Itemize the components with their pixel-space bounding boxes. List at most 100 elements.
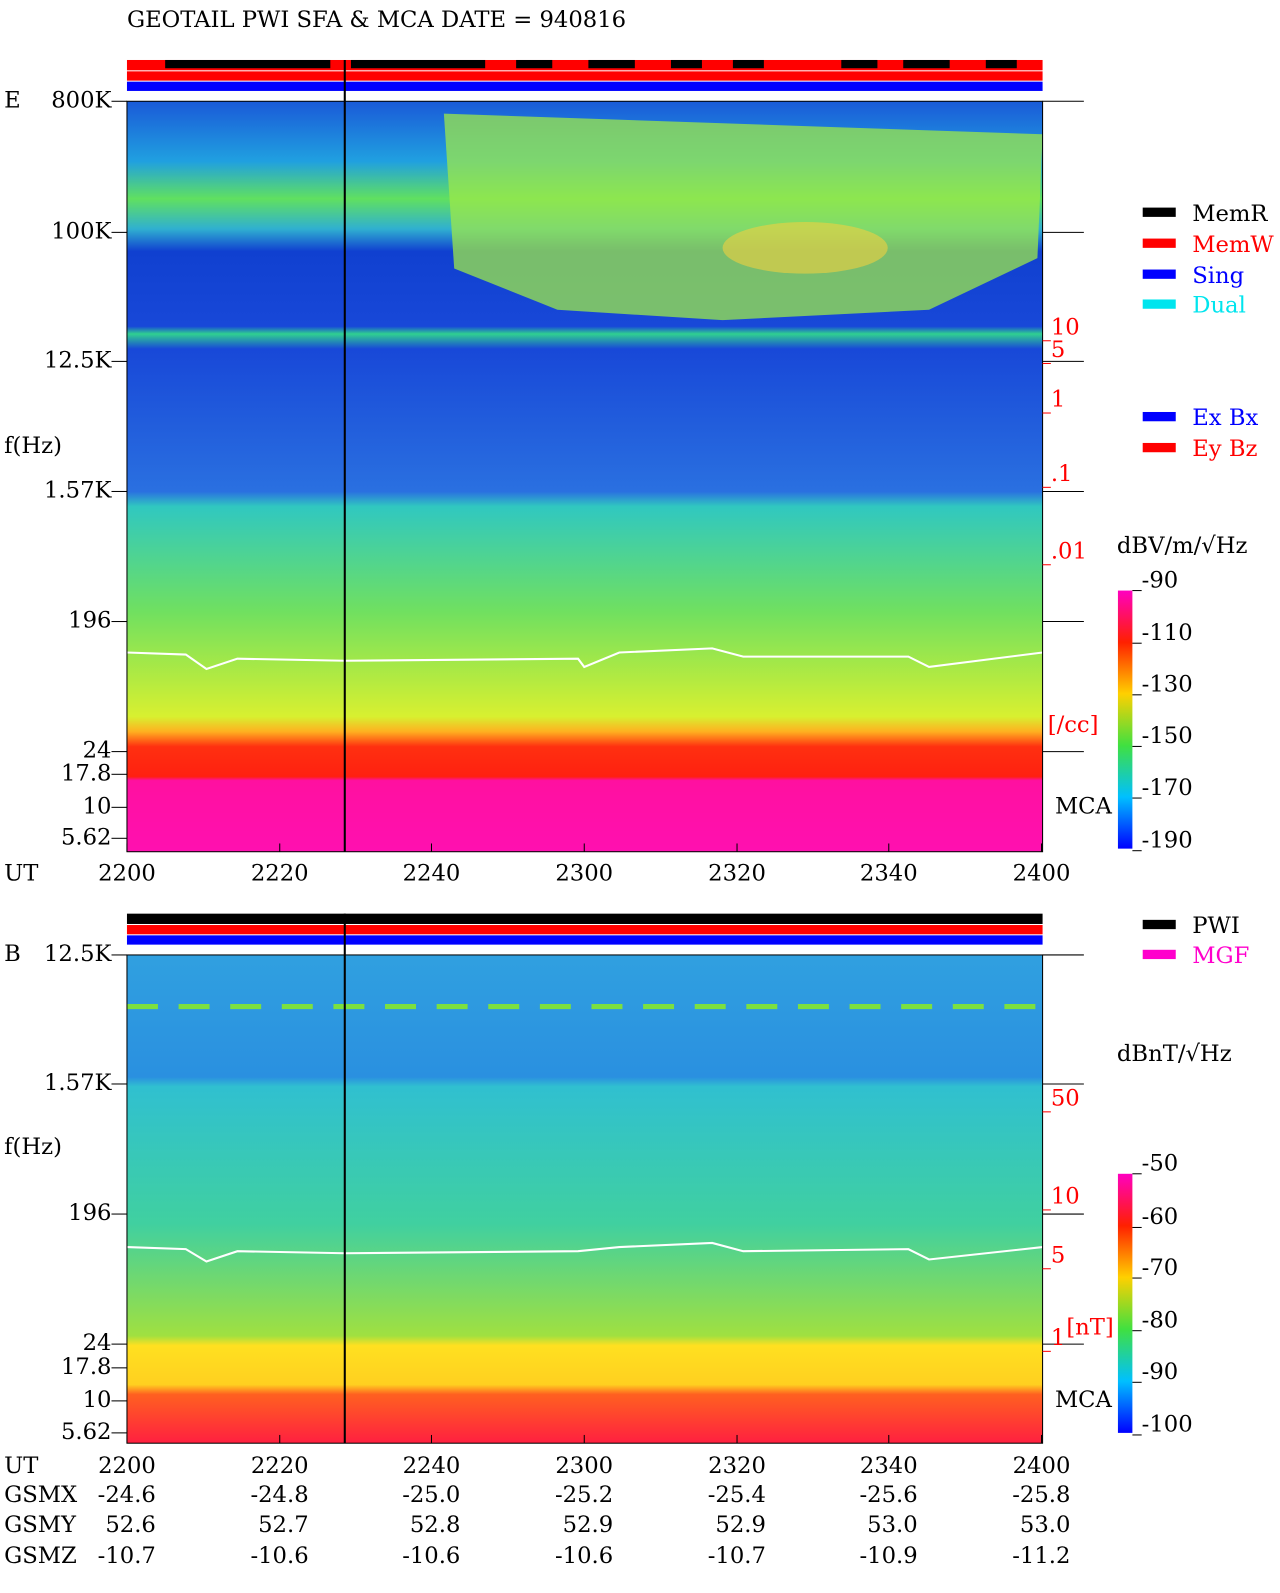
- y-tick-label: 17.8: [61, 760, 112, 786]
- legend-label: MemW: [1192, 232, 1274, 258]
- colorbar-tick-label: -130: [1142, 672, 1193, 698]
- y-tick-label: 196: [68, 608, 111, 634]
- legend-swatch: [1142, 207, 1176, 217]
- y-tick-label: 17.8: [61, 1354, 112, 1380]
- legend-swatch: [1142, 919, 1176, 930]
- density-tick-label: 10: [1051, 1184, 1080, 1210]
- colorbar: [1117, 1173, 1133, 1433]
- colorbar-tick-label: -50: [1142, 1151, 1179, 1177]
- density-tick-label: .1: [1051, 461, 1073, 487]
- orbit-value: 52.7: [258, 1512, 309, 1538]
- x-tick-label: 2400: [1013, 860, 1071, 886]
- orbit-value: -10.7: [708, 1543, 766, 1569]
- x-tick-label: 2240: [403, 860, 461, 886]
- orbit-value: -25.6: [859, 1482, 917, 1508]
- y-tick-label: 24: [83, 738, 112, 764]
- spectrogram: [126, 954, 1043, 1444]
- x-tick-label: 2400: [1013, 1453, 1071, 1479]
- y-tick-label: 1.57K: [44, 477, 113, 503]
- density-tick-label: 1: [1051, 1325, 1065, 1351]
- colorbar-tick-label: -150: [1142, 723, 1193, 749]
- x-tick-label: 2240: [403, 1453, 461, 1479]
- x-tick-label: 2340: [860, 860, 918, 886]
- mca-label: MCA: [1055, 793, 1113, 819]
- legend-swatch: [1142, 442, 1176, 453]
- density-tick-label: 5: [1051, 337, 1065, 363]
- colorbar-tick-label: -60: [1142, 1204, 1179, 1230]
- legend-label: Ey Bz: [1192, 436, 1257, 462]
- legend-swatch: [1142, 411, 1176, 422]
- orbit-value: -25.4: [708, 1482, 766, 1508]
- orbit-value: 52.9: [563, 1512, 614, 1538]
- orbit-value: -25.0: [402, 1482, 460, 1508]
- orbit-value: 52.8: [410, 1512, 461, 1538]
- colorbar-tick-label: -190: [1142, 827, 1193, 853]
- orbit-value: 53.0: [867, 1512, 918, 1538]
- orbit-label: GSMX: [4, 1482, 78, 1508]
- legend-swatch: [1142, 238, 1176, 248]
- panel-label: E: [4, 87, 21, 113]
- colorbar-tick-label: -90: [1142, 567, 1179, 593]
- orbit-value: -24.8: [250, 1482, 308, 1508]
- y-tick-label: 12.5K: [44, 347, 113, 373]
- y-axis-label: f(Hz): [4, 433, 62, 459]
- density-tick-label: .01: [1051, 538, 1087, 564]
- y-tick-label: 800K: [51, 87, 112, 113]
- colorbar-tick-label: -70: [1142, 1255, 1179, 1281]
- orbit-label: GSMZ: [4, 1543, 77, 1569]
- x-tick-label: 2300: [555, 1453, 613, 1479]
- y-tick-label: 5.62: [61, 824, 112, 850]
- legend-label: Sing: [1192, 263, 1244, 289]
- x-tick-label: 2320: [708, 1453, 766, 1479]
- status-bar: [126, 935, 1043, 945]
- y-tick-label: 100K: [51, 218, 112, 244]
- panel-label: B: [4, 941, 21, 967]
- x-tick-label: 2220: [251, 1453, 309, 1479]
- legend-swatch: [1142, 269, 1176, 279]
- density-tick-label: 1: [1051, 387, 1065, 413]
- status-bar: [126, 925, 1043, 935]
- status-bar: [126, 81, 1043, 91]
- x-tick-label: 2220: [251, 860, 309, 886]
- emission: [443, 113, 1043, 321]
- density-tick-label: 50: [1051, 1085, 1080, 1111]
- density-unit: [nT]: [1066, 1315, 1113, 1341]
- orbit-value: -10.9: [859, 1543, 917, 1569]
- y-tick-label: 10: [83, 793, 112, 819]
- status-bar: [126, 71, 1043, 81]
- legend-label: PWI: [1192, 913, 1240, 939]
- density-tick-label: 10: [1051, 314, 1080, 340]
- y-axis-label: f(Hz): [4, 1134, 62, 1160]
- orbit-value: -24.6: [98, 1482, 156, 1508]
- colorbar: [1117, 590, 1133, 849]
- x-tick-label: 2200: [98, 860, 156, 886]
- colorbar-tick-label: -90: [1142, 1359, 1179, 1385]
- time-axis-label: UT: [4, 1453, 38, 1479]
- orbit-value: -25.2: [555, 1482, 613, 1508]
- orbit-value: -10.6: [555, 1543, 613, 1569]
- mca-label: MCA: [1055, 1387, 1113, 1413]
- status-segments: [165, 59, 1017, 69]
- x-tick-label: 2200: [98, 1453, 156, 1479]
- legend-swatch: [1142, 299, 1176, 309]
- legend-swatch: [1142, 949, 1176, 960]
- colorbar-tick-label: -80: [1142, 1307, 1179, 1333]
- orbit-label: GSMY: [4, 1512, 77, 1538]
- y-tick-label: 12.5K: [44, 941, 113, 967]
- orbit-value: -11.2: [1012, 1543, 1070, 1569]
- time-axis-label: UT: [4, 860, 38, 886]
- legend-label: Dual: [1192, 293, 1246, 319]
- orbit-value: 52.9: [715, 1512, 766, 1538]
- legend-label: MemR: [1192, 201, 1268, 227]
- density-unit: [/cc]: [1048, 712, 1099, 738]
- legend-label: MGF: [1192, 943, 1249, 969]
- y-tick-label: 24: [83, 1330, 112, 1356]
- orbit-value: -10.7: [98, 1543, 156, 1569]
- colorbar-unit: dBV/m/√Hz: [1117, 533, 1248, 559]
- colorbar-tick-label: -110: [1142, 620, 1193, 646]
- x-tick-label: 2320: [708, 860, 766, 886]
- x-tick-label: 2340: [860, 1453, 918, 1479]
- orbit-value: -10.6: [250, 1543, 308, 1569]
- x-tick-label: 2300: [555, 860, 613, 886]
